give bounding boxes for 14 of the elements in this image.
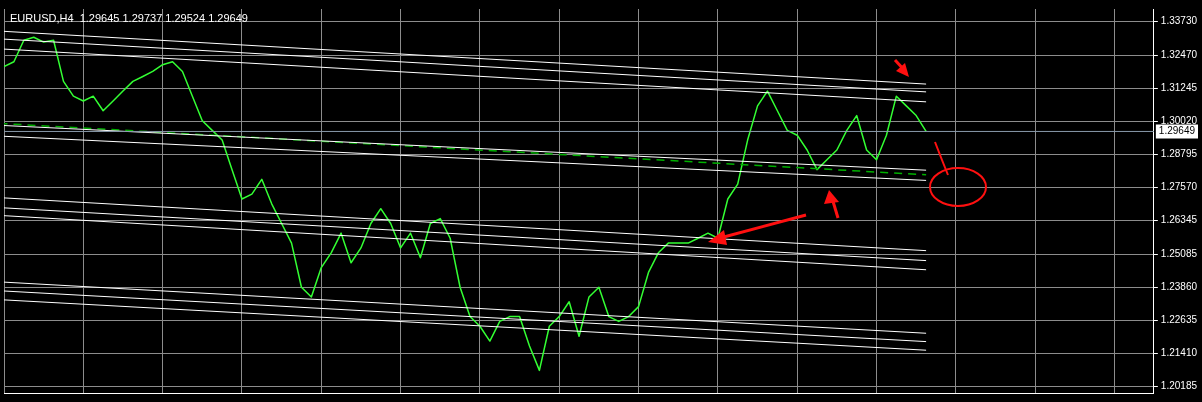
y-tick-label: 1.20185 [1160,379,1198,391]
y-tick-label: 1.22635 [1160,313,1198,325]
ref-line-label: 1.29649 [1158,125,1196,137]
y-tick-label: 1.31245 [1160,82,1198,94]
y-tick-label: 1.25085 [1160,248,1198,260]
y-tick-label: 1.23860 [1160,281,1198,292]
y-tick-label: 1.32470 [1160,49,1198,61]
y-tick-label: 1.27570 [1160,181,1198,193]
y-tick-label: 1.33730 [1160,15,1198,27]
y-tick-label: 1.28795 [1160,148,1198,160]
y-tick-label: 1.21410 [1160,346,1198,358]
chart-title: EURUSD,H4 1.29645 1.29737 1.29524 1.29649 [10,11,248,24]
y-tick-label: 1.26345 [1160,214,1198,226]
y-tick-label: 1.30020 [1160,115,1198,127]
